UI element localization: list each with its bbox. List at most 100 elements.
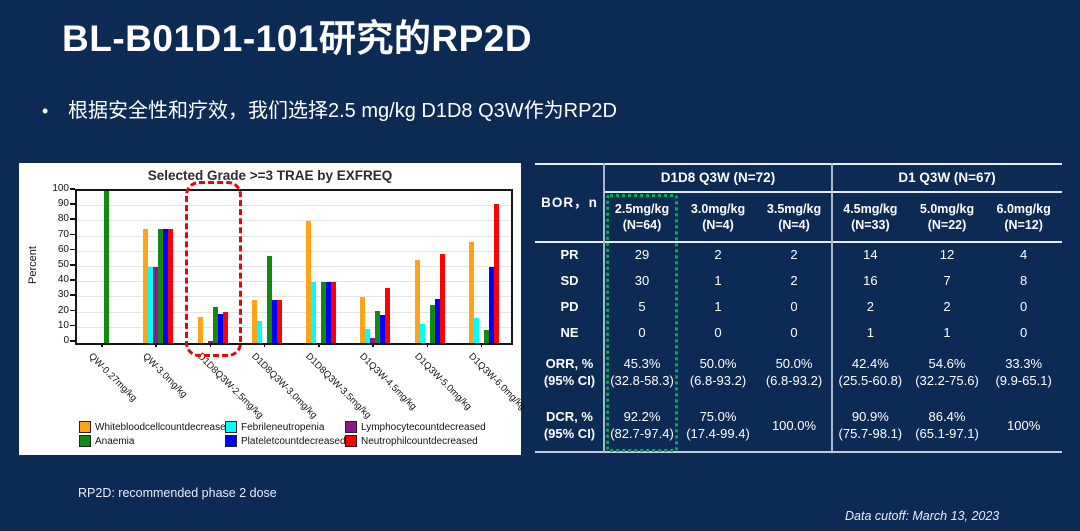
y-tick-label: 40 (57, 274, 69, 286)
table-cell: 100% (1007, 417, 1041, 433)
table-line (604, 191, 1062, 193)
table-cell: 0 (714, 324, 722, 340)
table-cell: 1 (714, 272, 722, 288)
legend-item: Neutrophilcountdecreased (345, 435, 478, 447)
grid-line (77, 281, 511, 283)
bar-neutrophilcountdecreased (493, 203, 499, 343)
grid-line (77, 235, 511, 237)
bar-neutrophilcountdecreased (439, 254, 445, 343)
grid-line (77, 250, 511, 252)
bar-anaemia (266, 256, 272, 343)
bar-lymphocytecountdecreased (207, 340, 213, 343)
x-tick-label: D1Q3W-4.5mg/kg (357, 351, 420, 413)
legend-label: Plateletcountdecreased (241, 435, 346, 447)
legend-label: Whitebloodcellcountdecreased (95, 421, 232, 433)
legend-swatch-icon (79, 435, 91, 447)
legend-swatch-icon (225, 421, 237, 433)
y-tick-mark (70, 294, 75, 296)
bar-neutrophilcountdecreased (385, 287, 391, 343)
y-tick-mark (70, 279, 75, 281)
bar-plateletcountdecreased (271, 299, 277, 343)
table-corner-label: BOR，n (541, 194, 598, 210)
bar-whitebloodcellcountdecreased (251, 299, 257, 343)
bar-febrileneutropenia (311, 282, 317, 343)
table-cell: 30 (634, 272, 650, 288)
chart-title: Selected Grade >=3 TRAE by EXFREQ (147, 168, 393, 183)
y-tick-label: 20 (57, 304, 69, 316)
table-cell: 45.3% (32.8-58.3) (610, 356, 674, 388)
table-row-label: PR (560, 246, 579, 262)
bar-febrileneutropenia (256, 321, 262, 343)
table-row-label: SD (560, 272, 579, 288)
page-title: BL-B01D1-101研究的RP2D (62, 18, 533, 59)
table-cell: 2 (866, 298, 874, 314)
y-tick-label: 70 (57, 228, 69, 240)
bar-neutrophilcountdecreased (331, 282, 337, 343)
x-tick-mark (318, 343, 320, 347)
bullet-point: • 根据安全性和疗效，我们选择2.5 mg/kg D1D8 Q3W作为RP2D (42, 98, 617, 124)
y-tick-mark (70, 324, 75, 327)
table-cell: 42.4% (25.5-60.8) (838, 356, 903, 388)
x-tick-label: D1Q3W-6.0mg/kg (466, 351, 528, 413)
table-cell: 75.0% (17.4-99.4) (686, 409, 750, 441)
table-cell: 1 (714, 298, 722, 314)
grid-line (77, 296, 511, 298)
bar-anaemia (158, 229, 164, 343)
rp2d-column-highlight-box (606, 194, 678, 452)
table-column-header: 6.0mg/kg (N=12) (996, 201, 1051, 232)
legend-item: Anaemia (79, 435, 134, 447)
table-cell: 50.0% (6.8-93.2) (765, 356, 823, 388)
table-cell: 54.6% (32.2-75.6) (915, 356, 979, 388)
table-cell: 0 (790, 324, 798, 340)
table-cell: 90.9% (75.7-98.1) (838, 409, 903, 441)
bar-neutrophilcountdecreased (222, 312, 228, 343)
legend-swatch-icon (225, 435, 237, 447)
table-cell: 4 (1020, 246, 1028, 262)
legend-item: Plateletcountdecreased (225, 435, 346, 447)
legend-item: Whitebloodcellcountdecreased (79, 421, 231, 433)
table-cell: 2 (943, 298, 951, 314)
table-cell: 0 (1020, 324, 1028, 340)
table-group-header: D1D8 Q3W (N=72) (660, 169, 776, 185)
grid-line (77, 326, 511, 328)
table-cell: 1 (866, 324, 874, 340)
table-cell: 50.0% (6.8-93.2) (689, 356, 747, 388)
table-column-header: 5.0mg/kg (N=22) (919, 201, 975, 232)
rp2d-footnote: RP2D: recommended phase 2 dose (78, 486, 277, 500)
table-cell: 14 (863, 246, 878, 262)
bar-anaemia (104, 191, 110, 343)
bar-neutrophilcountdecreased (276, 299, 282, 343)
x-tick-mark (480, 343, 483, 347)
legend-label: Anaemia (95, 435, 135, 447)
data-cutoff-note: Data cutoff: March 13, 2023 (845, 509, 1000, 523)
x-tick-mark (155, 343, 157, 347)
bar-neutrophilcountdecreased (168, 229, 174, 343)
table-line (535, 241, 1062, 243)
bar-plateletcountdecreased (488, 267, 494, 343)
table-cell: 2 (790, 246, 798, 262)
bar-anaemia (429, 305, 435, 343)
rp2d-dose-highlight-box (185, 181, 242, 357)
bullet-icon: • (42, 101, 49, 121)
bar-anaemia (212, 307, 218, 343)
bar-anaemia (321, 282, 327, 343)
table-cell: 8 (1020, 272, 1028, 288)
x-tick-mark (263, 343, 266, 347)
table-cell: 29 (634, 246, 650, 262)
bar-febrileneutropenia (365, 329, 371, 343)
table-cell: 5 (638, 298, 646, 314)
grid-line (77, 220, 511, 222)
x-tick-mark (372, 343, 374, 347)
bar-lymphocytecountdecreased (370, 338, 376, 343)
y-tick-mark (70, 233, 75, 236)
legend-swatch-icon (345, 421, 357, 433)
y-tick-label: 100 (52, 183, 69, 194)
x-tick-mark (426, 343, 429, 347)
table-row-label: DCR, % (95% CI) (543, 409, 596, 441)
table-cell: 1 (943, 324, 951, 340)
table-row-label: PD (560, 298, 579, 314)
x-tick-label: D1Q3W-5.0mg/kg (411, 351, 474, 413)
y-tick-mark (70, 203, 75, 205)
x-tick-label: QW-0.27mg/kg (86, 351, 140, 404)
table-row-label: ORR, % (95% CI) (543, 356, 596, 388)
